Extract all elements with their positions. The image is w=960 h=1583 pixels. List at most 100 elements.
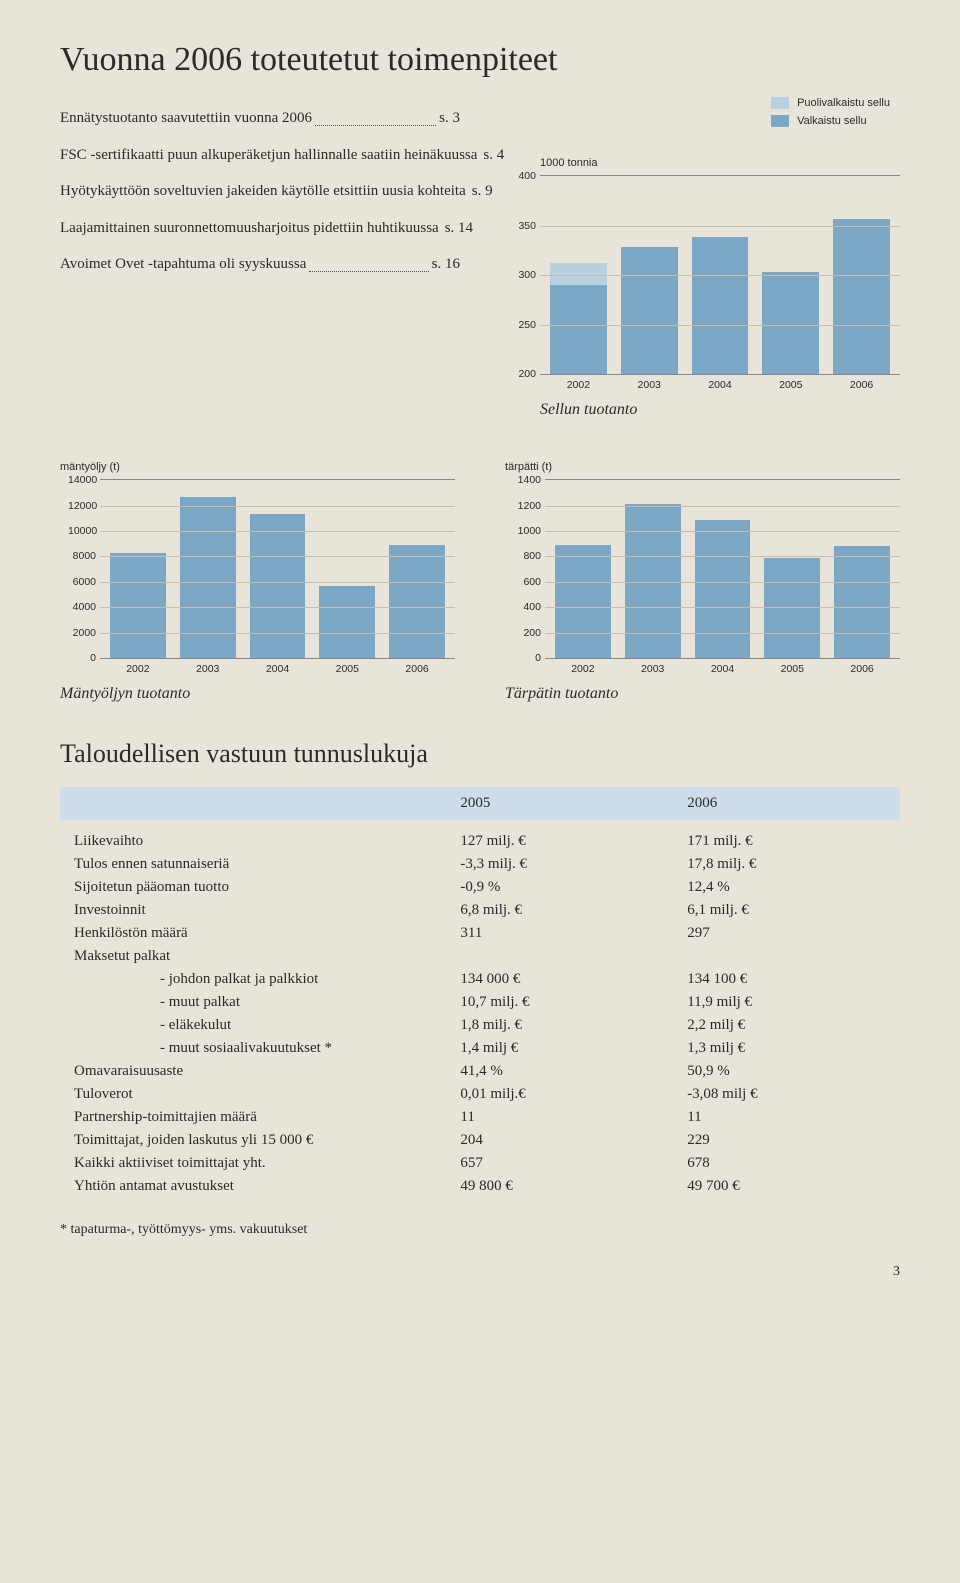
sellu-legend: Puolivalkaistu sellu Valkaistu sellu	[771, 97, 890, 127]
bar	[625, 480, 681, 658]
table-row: - muut palkat10,7 milj. €11,9 milj €	[60, 991, 900, 1014]
mantyoljy-chart-area: 02000400060008000100001200014000	[100, 479, 455, 659]
table-row: Tuloverot0,01 milj.€-3,08 milj €	[60, 1083, 900, 1106]
table-row: Sijoitetun pääoman tuotto-0,9 %12,4 %	[60, 876, 900, 899]
kpi-value-2005: 49 800 €	[446, 1175, 673, 1198]
x-tick: 2004	[692, 379, 749, 391]
y-tick: 200	[508, 368, 536, 380]
y-tick: 2000	[68, 627, 96, 639]
bar-segment-bleached	[550, 285, 607, 374]
table-row: - muut sosiaalivakuutukset *1,4 milj €1,…	[60, 1037, 900, 1060]
x-tick: 2006	[834, 663, 890, 675]
y-tick: 4000	[68, 601, 96, 613]
kpi-table: 2005 2006 Liikevaihto127 milj. €171 milj…	[60, 787, 900, 1198]
x-tick: 2003	[180, 663, 236, 675]
kpi-value-2005	[446, 945, 673, 968]
table-row: Omavaraisuusaste41,4 %50,9 %	[60, 1060, 900, 1083]
bar-segment	[319, 586, 375, 658]
grid-line	[100, 531, 455, 532]
grid-line	[545, 531, 900, 532]
mantyoljy-chart-title: Mäntyöljyn tuotanto	[60, 685, 455, 703]
bar	[834, 480, 890, 658]
mantyoljy-chart: mäntyöljy (t) 02000400060008000100001200…	[60, 461, 455, 703]
kpi-value-2005: 11	[446, 1106, 673, 1129]
legend-label: Valkaistu sellu	[797, 115, 867, 127]
kpi-value-2006: 11	[673, 1106, 900, 1129]
tarpatti-y-label: tärpätti (t)	[505, 461, 900, 473]
top-section: Ennätystuotanto saavutettiin vuonna 2006…	[60, 107, 900, 419]
kpi-value-2006: 171 milj. €	[673, 830, 900, 853]
y-tick: 600	[513, 576, 541, 588]
table-row: Tulos ennen satunnaiseriä-3,3 milj. €17,…	[60, 853, 900, 876]
y-tick: 250	[508, 319, 536, 331]
x-tick: 2002	[555, 663, 611, 675]
bar	[389, 480, 445, 658]
kpi-value-2006: 2,2 milj €	[673, 1014, 900, 1037]
y-tick: 350	[508, 220, 536, 232]
table-row: Henkilöstön määrä311297	[60, 922, 900, 945]
kpi-label: Partnership-toimittajien määrä	[60, 1106, 446, 1129]
kpi-value-2005: 10,7 milj. €	[446, 991, 673, 1014]
grid-line	[100, 556, 455, 557]
legend-swatch	[771, 115, 789, 127]
toc-label: Laajamittainen suuronnettomuusharjoitus …	[60, 217, 439, 240]
page-number: 3	[60, 1264, 900, 1280]
bar-segment	[180, 497, 236, 658]
bar-segment	[555, 545, 611, 658]
toc-column: Ennätystuotanto saavutettiin vuonna 2006…	[60, 107, 460, 419]
kpi-value-2005: -3,3 milj. €	[446, 853, 673, 876]
kpi-value-2006: 229	[673, 1129, 900, 1152]
kpi-label: - muut sosiaalivakuutukset *	[60, 1037, 446, 1060]
tarpatti-chart-area: 0200400600800100012001400	[545, 479, 900, 659]
bar-segment-bleached	[692, 237, 749, 374]
y-tick: 800	[513, 550, 541, 562]
bar	[180, 480, 236, 658]
kpi-value-2006	[673, 945, 900, 968]
kpi-value-2006: 678	[673, 1152, 900, 1175]
y-tick: 1200	[513, 500, 541, 512]
y-tick: 8000	[68, 550, 96, 562]
x-tick: 2003	[621, 379, 678, 391]
table-row: Liikevaihto127 milj. €171 milj. €	[60, 830, 900, 853]
grid-line	[545, 607, 900, 608]
kpi-label: Kaikki aktiiviset toimittajat yht.	[60, 1152, 446, 1175]
y-tick: 1000	[513, 525, 541, 537]
grid-line	[100, 633, 455, 634]
grid-line	[540, 275, 900, 276]
sellu-chart: Puolivalkaistu selluValkaistu sellu 1000…	[500, 107, 900, 419]
x-tick: 2006	[389, 663, 445, 675]
sellu-y-label: 1000 tonnia	[540, 157, 900, 169]
bar	[695, 480, 751, 658]
kpi-header-2006: 2006	[673, 787, 900, 820]
sellu-chart-area: 200250300350400	[540, 175, 900, 375]
grid-line	[540, 226, 900, 227]
kpi-header-empty	[60, 787, 446, 820]
kpi-value-2005: 1,8 milj. €	[446, 1014, 673, 1037]
kpi-label: Liikevaihto	[60, 830, 446, 853]
kpi-heading: Taloudellisen vastuun tunnuslukuja	[60, 739, 900, 769]
kpi-value-2005: 127 milj. €	[446, 830, 673, 853]
kpi-value-2005: 657	[446, 1152, 673, 1175]
grid-line	[100, 506, 455, 507]
bar-segment	[389, 545, 445, 658]
table-row: Yhtiön antamat avustukset49 800 €49 700 …	[60, 1175, 900, 1198]
x-tick: 2003	[625, 663, 681, 675]
toc-page: s. 14	[445, 217, 473, 240]
kpi-value-2006: 49 700 €	[673, 1175, 900, 1198]
mantyoljy-x-labels: 20022003200420052006	[100, 659, 455, 675]
y-tick: 400	[508, 170, 536, 182]
kpi-header-row: 2005 2006	[60, 787, 900, 820]
grid-line	[540, 325, 900, 326]
y-tick: 12000	[68, 500, 96, 512]
bar-segment-bleached	[621, 247, 678, 374]
legend-item: Puolivalkaistu sellu	[771, 97, 890, 109]
y-tick: 0	[513, 652, 541, 664]
toc-dots	[309, 253, 428, 272]
toc-label: Ennätystuotanto saavutettiin vuonna 2006	[60, 107, 312, 130]
kpi-value-2006: 297	[673, 922, 900, 945]
bar-segment	[250, 514, 306, 658]
kpi-label: Sijoitetun pääoman tuotto	[60, 876, 446, 899]
toc-entry: Laajamittainen suuronnettomuusharjoitus …	[60, 217, 460, 240]
sellu-x-labels: 20022003200420052006	[540, 375, 900, 391]
y-tick: 10000	[68, 525, 96, 537]
